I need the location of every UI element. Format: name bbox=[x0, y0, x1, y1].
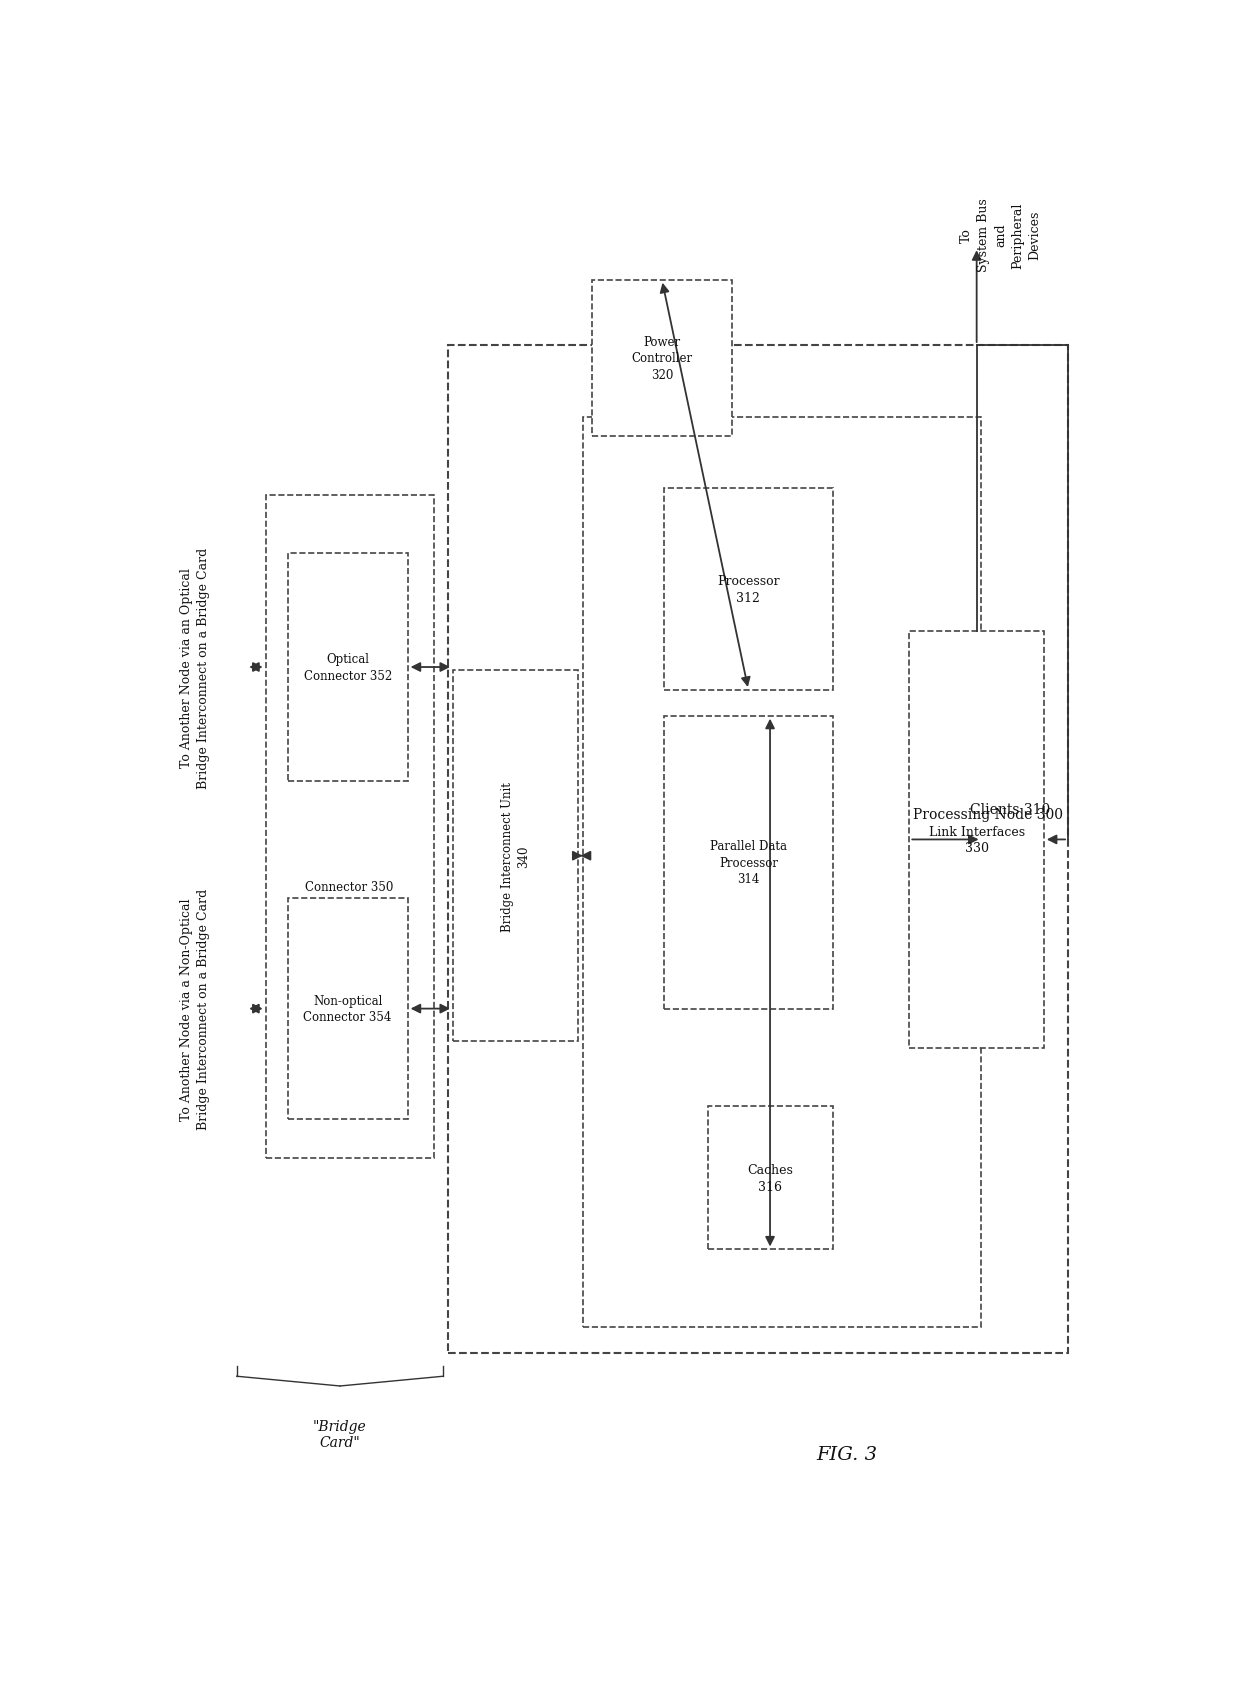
Text: To Another Node via an Optical
Bridge Interconnect on a Bridge Card: To Another Node via an Optical Bridge In… bbox=[180, 547, 211, 789]
Text: To Another Node via a Non-Optical
Bridge Interconnect on a Bridge Card: To Another Node via a Non-Optical Bridge… bbox=[180, 888, 211, 1130]
Text: Power
Controller
320: Power Controller 320 bbox=[631, 336, 692, 382]
Text: Link Interfaces
330: Link Interfaces 330 bbox=[929, 826, 1024, 855]
Bar bbox=[448, 346, 1068, 1353]
Bar bbox=[265, 495, 434, 1159]
Text: To
System Bus
and
Peripheral
Devices: To System Bus and Peripheral Devices bbox=[960, 198, 1042, 272]
Text: Clients 310: Clients 310 bbox=[970, 802, 1050, 816]
Bar bbox=[288, 554, 408, 782]
Bar bbox=[453, 671, 578, 1042]
Text: Connector 350: Connector 350 bbox=[305, 880, 394, 893]
Bar bbox=[288, 899, 408, 1120]
Text: Optical
Connector 352: Optical Connector 352 bbox=[304, 654, 392, 682]
Bar bbox=[665, 716, 832, 1008]
Text: "Bridge
Card": "Bridge Card" bbox=[314, 1419, 367, 1449]
Text: Processing Node 300: Processing Node 300 bbox=[913, 807, 1063, 821]
Bar bbox=[583, 417, 982, 1328]
Text: Non-optical
Connector 354: Non-optical Connector 354 bbox=[304, 995, 392, 1024]
Bar bbox=[665, 488, 832, 691]
Bar bbox=[593, 280, 732, 437]
Text: Bridge Interconnect Unit
340: Bridge Interconnect Unit 340 bbox=[501, 782, 531, 931]
Text: Processor
312: Processor 312 bbox=[717, 574, 780, 605]
Text: FIG. 3: FIG. 3 bbox=[816, 1444, 878, 1463]
Bar bbox=[909, 632, 1044, 1047]
Bar bbox=[708, 1106, 832, 1250]
Text: Caches
316: Caches 316 bbox=[748, 1164, 792, 1192]
Text: Parallel Data
Processor
314: Parallel Data Processor 314 bbox=[711, 839, 787, 885]
